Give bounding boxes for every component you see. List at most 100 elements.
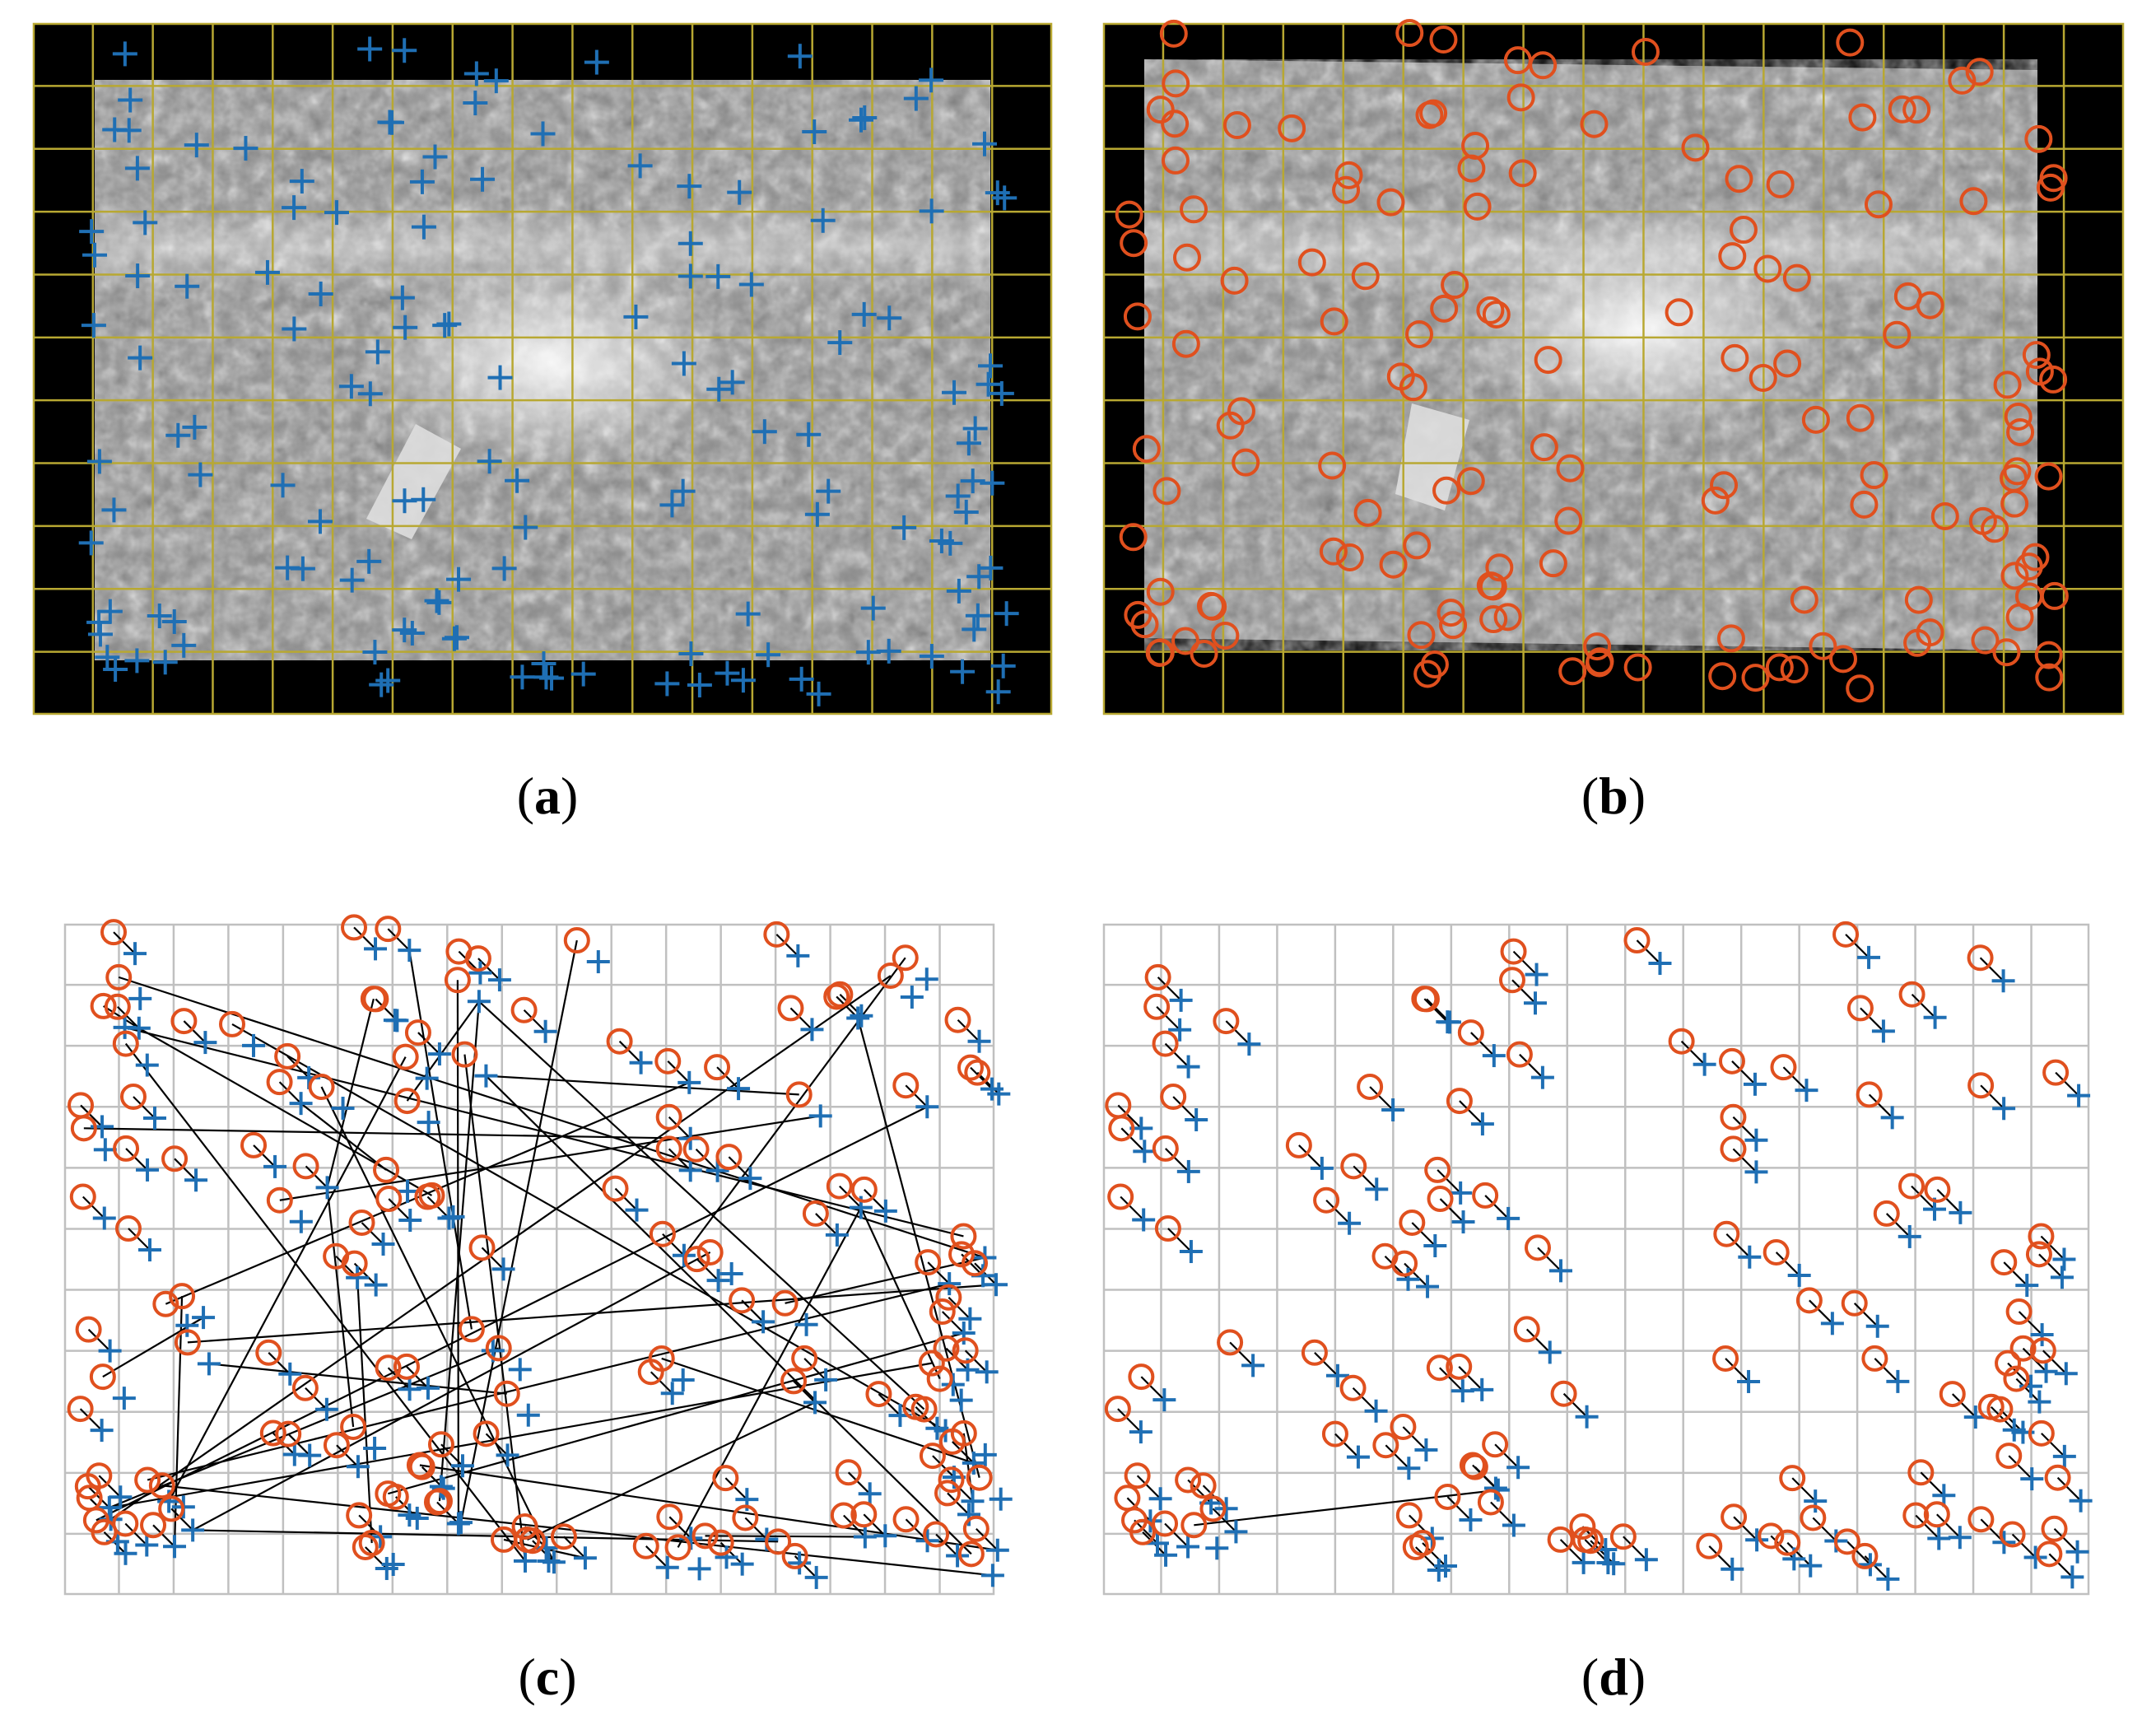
circle-marker [1851,1542,1879,1569]
plus-marker [1820,1312,1844,1335]
circle-marker [655,1135,682,1163]
match-line [1156,1005,1180,1031]
circle-marker [1500,938,1527,965]
circle-marker [835,1459,862,1486]
match-line [932,1455,955,1478]
match-line [408,949,473,1330]
plus-marker [946,1544,970,1568]
plus-marker [78,530,104,556]
plus-marker [877,305,902,331]
circle-marker [771,1289,799,1317]
circle-marker [70,1115,97,1142]
match-line [1402,1426,1427,1451]
plus-marker [1743,1072,1767,1096]
plus-marker [1214,1497,1238,1521]
plus-marker [422,144,448,170]
plus-marker [357,36,383,62]
plus-marker [128,986,152,1010]
match-line [1334,1433,1359,1458]
match-line [1732,1148,1758,1173]
circle-marker [1144,963,1171,991]
plus-marker [1502,1513,1525,1537]
circle-marker [1171,627,1199,655]
match-line [775,934,799,957]
circle-marker [2022,341,2051,370]
plus-marker [808,1104,832,1128]
circle-marker [485,1335,512,1362]
match-line [2038,1253,2063,1279]
circle-marker [2042,1059,2070,1086]
circle-marker [1482,1431,1509,1458]
circle-marker [944,1006,971,1033]
plus-marker [627,153,653,179]
circle-marker [490,1526,517,1553]
plus-marker [1525,963,1548,986]
match-line [138,1027,433,1196]
circle-marker [1506,1041,1533,1068]
match-line [741,1299,764,1323]
circle-marker [2041,1515,2068,1542]
match-line [1120,1127,1146,1153]
plus-marker [989,1487,1013,1511]
circle-marker [1372,1432,1399,1459]
match-line [2048,1553,2074,1578]
plus-marker [446,1512,470,1536]
match-line [1484,1195,1509,1219]
circle-marker [1718,1047,1745,1074]
circle-marker [732,1504,759,1531]
plus-marker [533,1019,557,1043]
circle-marker [1353,498,1382,527]
plus-marker [181,1518,205,1542]
match-line [168,1056,407,1502]
circle-marker [1774,1529,1801,1556]
circle-marker [2034,462,2063,491]
plus-marker [436,311,462,337]
circle-marker [1729,216,1758,245]
circle-marker [1395,19,1424,48]
match-line [661,1357,975,1464]
plus-marker [848,107,873,133]
circle-marker [707,1529,734,1556]
match-line [417,1032,440,1055]
plus-marker [670,478,696,504]
circle-marker [2006,417,2035,446]
match-line [286,1056,310,1079]
circle-marker [1432,476,1461,505]
circle-marker [1716,624,1745,653]
plus-marker [97,599,123,624]
circle-marker [1836,28,1865,57]
circle-marker [1446,1088,1473,1115]
plus-marker [405,1506,429,1530]
plus-marker [98,1339,122,1363]
circle-marker [1213,1008,1240,1035]
circle-marker [1320,307,1348,336]
match-line [667,1060,691,1084]
match-line [133,1096,156,1119]
plus-marker [1991,969,2015,993]
circle-marker [1222,111,1251,140]
plus-marker [2034,1359,2058,1383]
circle-marker [375,1186,403,1213]
plus-marker [1506,1456,1530,1480]
plus-marker [102,117,128,142]
plus-marker [161,608,187,634]
plus-marker [135,1053,159,1077]
match-line [1680,1040,1706,1065]
match-line [1990,1405,2015,1431]
circle-marker [473,1420,500,1447]
match-line [905,1084,929,1108]
circle-marker [2036,173,2065,202]
match-line [1164,1522,1189,1548]
match-line [326,1187,355,1428]
circle-marker [683,1246,710,1273]
circle-marker [148,1472,175,1499]
plus-marker [531,651,556,677]
circle-marker [1539,549,1567,578]
match-line [793,1380,816,1404]
grid-border [1102,22,2125,716]
plus-marker [980,1077,1003,1101]
plus-marker [623,304,649,329]
plus-marker [470,166,496,192]
circle-marker [1907,1459,1935,1486]
